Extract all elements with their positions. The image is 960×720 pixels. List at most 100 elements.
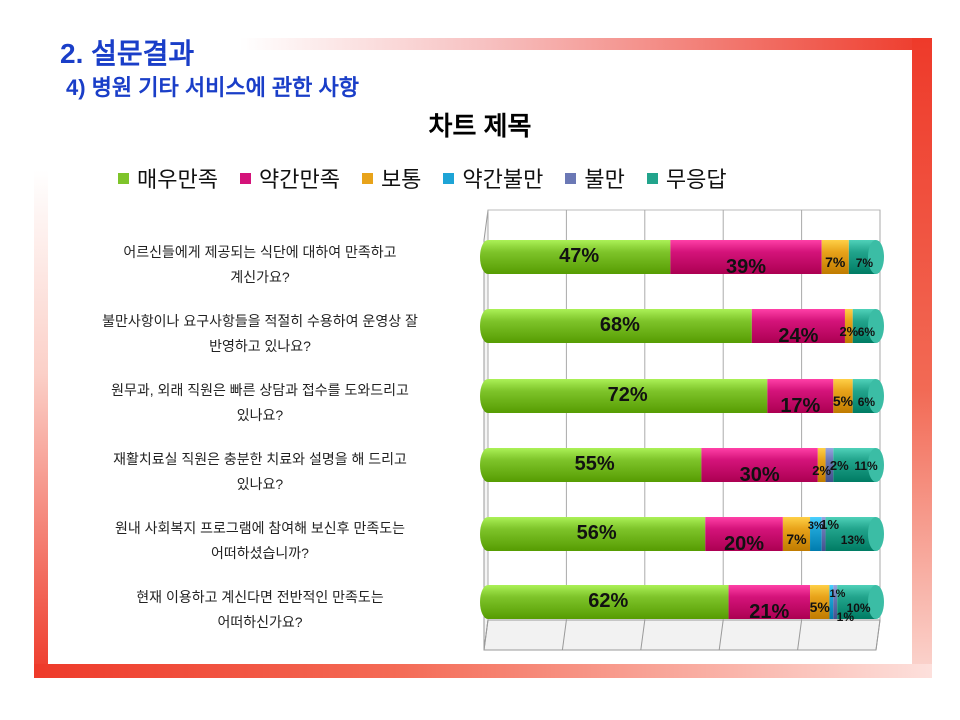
- data-label: 2%: [839, 324, 858, 339]
- legend-item: 약간불만: [443, 162, 543, 194]
- data-label: 6%: [858, 395, 876, 409]
- data-label: 10%: [847, 601, 871, 615]
- bar-segment: [705, 517, 783, 551]
- bar-segment: [670, 240, 822, 274]
- question-label: 현재 이용하고 계신다면 전반적인 만족도는 어떠하신가요?: [50, 585, 470, 635]
- data-label: 11%: [854, 459, 878, 473]
- data-label: 1%: [829, 588, 845, 600]
- data-label: 5%: [810, 599, 831, 615]
- data-label: 3%: [808, 520, 824, 532]
- legend-swatch: [361, 172, 373, 184]
- chart-title: 차트 제목: [428, 111, 532, 141]
- data-label: 56%: [577, 522, 617, 544]
- legend-item: 약간만족: [239, 162, 340, 194]
- legend-item: 무응답: [646, 162, 727, 194]
- legend-label: 약간불만: [462, 167, 544, 192]
- data-label: 7%: [786, 531, 807, 547]
- data-label: 72%: [608, 384, 648, 406]
- chart-floor: [483, 619, 881, 651]
- data-label: 21%: [749, 601, 789, 623]
- data-label: 2%: [812, 463, 831, 478]
- gridline-floor: [640, 619, 646, 651]
- legend-label: 매우만족: [137, 167, 218, 192]
- data-label: 30%: [740, 464, 780, 486]
- bar-segment: [767, 379, 834, 413]
- data-label: 7%: [825, 254, 846, 270]
- legend-swatch: [565, 172, 577, 184]
- bar-segment: [810, 517, 822, 551]
- bar-segment: [701, 448, 818, 482]
- data-label: 17%: [780, 395, 820, 417]
- data-label: 5%: [833, 393, 854, 409]
- data-label: 47%: [559, 245, 599, 267]
- question-line: 어떠하신가요?: [217, 614, 303, 630]
- question-line: 재활치료실 직원은 충분한 치료와 설명을 해 드리고: [113, 451, 407, 467]
- legend-label: 약간만족: [258, 167, 340, 192]
- question-line: 불만사항이나 요구사항들을 적절히 수용하여 운영상 잘: [102, 313, 418, 329]
- data-label: 24%: [778, 325, 818, 347]
- data-label: 20%: [724, 533, 764, 555]
- legend-swatch: [239, 172, 251, 184]
- data-label: 2%: [830, 458, 849, 473]
- legend-label: 불만: [584, 167, 625, 192]
- data-label: 62%: [588, 590, 628, 612]
- question-line: 계신가요?: [230, 269, 290, 285]
- frame-bottom-border: [34, 664, 932, 678]
- legend-swatch: [118, 172, 129, 184]
- question-line: 있나요?: [236, 476, 284, 492]
- legend-swatch: [646, 172, 658, 184]
- bar-segment: [488, 309, 752, 343]
- question-line: 있나요?: [236, 407, 284, 423]
- legend-label: 무응답: [665, 167, 727, 192]
- data-label: 39%: [726, 256, 766, 278]
- frame-top-border: [240, 38, 932, 50]
- bar-segment: [829, 585, 834, 619]
- bar-segment: [817, 448, 826, 482]
- legend-item: 불만: [565, 162, 625, 194]
- legend-label: 보통: [380, 167, 422, 192]
- chart-legend: 매우만족 약간만족 보통 약간불만 불만 무응답: [118, 162, 749, 194]
- question-line: 반영하고 있나요?: [209, 338, 311, 354]
- data-label: 55%: [575, 453, 615, 475]
- data-label: 1%: [820, 517, 839, 532]
- legend-item: 매우만족: [118, 162, 218, 194]
- bar-right-cap: [868, 240, 884, 274]
- bar-segment: [810, 585, 830, 619]
- slide-title: 2. 설문결과: [60, 38, 195, 69]
- question-line: 어떠하셨습니까?: [211, 545, 309, 561]
- question-line: 어르신들에게 제공되는 식단에 대하여 만족하고: [123, 244, 397, 260]
- question-line: 원무과, 외래 직원은 빠른 상담과 접수를 도와드리고: [111, 382, 409, 398]
- bar-segment: [825, 448, 834, 482]
- bar-segment: [782, 517, 811, 551]
- question-line: 원내 사회복지 프로그램에 참여해 보신후 만족도는: [115, 520, 405, 536]
- gridline-floor: [718, 619, 724, 651]
- data-label: 68%: [600, 314, 640, 336]
- bar-segment: [751, 309, 845, 343]
- bar-segment: [488, 379, 768, 413]
- bar-right-cap: [868, 379, 884, 413]
- bar-segment: [488, 517, 706, 551]
- bar-segment: [488, 240, 671, 274]
- gridline-floor: [797, 619, 803, 651]
- bar-segment: [728, 585, 811, 619]
- bar-right-cap: [868, 585, 884, 619]
- bar-segment: [833, 379, 853, 413]
- data-label: 7%: [856, 256, 874, 270]
- legend-item: 보통: [361, 162, 422, 194]
- frame-left-border: [34, 170, 48, 678]
- bar-right-cap: [868, 517, 884, 551]
- slide-subtitle: 4) 병원 기타 서비스에 관한 사항: [66, 75, 360, 100]
- bar-right-cap: [868, 309, 884, 343]
- bar-segment: [844, 309, 853, 343]
- gridline-floor: [875, 619, 881, 651]
- bar-right-cap: [868, 448, 884, 482]
- frame-right-border: [912, 38, 932, 678]
- bar-segment: [825, 517, 876, 551]
- gridline-floor: [483, 619, 489, 651]
